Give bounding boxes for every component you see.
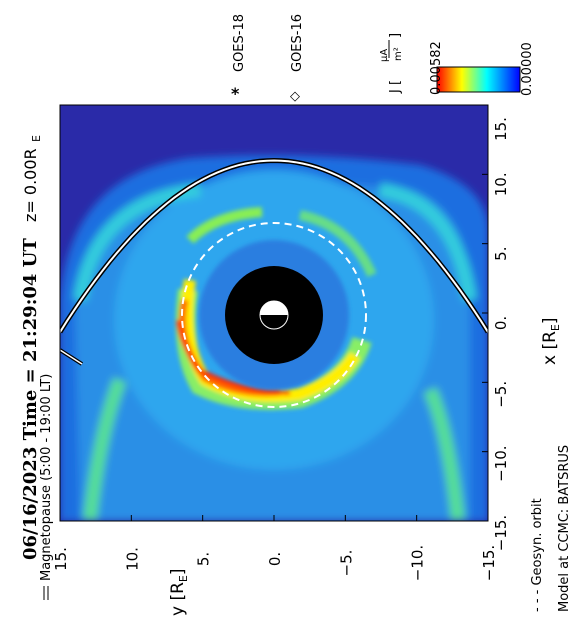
goes18-label: GOES-18 xyxy=(232,14,247,72)
title-left: 06/16/2023 Time = 21:29:04 UT xyxy=(20,238,41,560)
y-tick-label: 0. xyxy=(266,552,284,566)
x-tick-label: 5. xyxy=(492,247,510,261)
y-tick-label: −15. xyxy=(480,545,498,581)
colorbar-title: J [ xyxy=(388,80,403,94)
source-legend: Model at CCMC: BATSRUS xyxy=(557,445,572,612)
x-ticks-right xyxy=(482,104,488,522)
x-tick-label: 10. xyxy=(492,172,510,196)
y-tick-label: 10. xyxy=(123,547,141,571)
y-tick-label: −10. xyxy=(409,545,427,581)
y-tick-label: 5. xyxy=(195,552,213,566)
y-tick-label: −5. xyxy=(337,550,355,577)
y-axis-label: y [RE] xyxy=(168,568,190,616)
x-tick-label: −10. xyxy=(492,445,510,481)
goes16-marker-icon: ◇ xyxy=(290,89,300,104)
title-right: z= 0.00R xyxy=(21,148,40,222)
y-tick-labels: 15. 10. 5. 0. −5. −10. −15. xyxy=(52,545,498,581)
geosync-orbit xyxy=(181,222,367,408)
colorbar xyxy=(436,66,521,93)
x-tick-labels: 15. 10. 5. 0. −5. −10. −15. xyxy=(492,117,510,551)
x-tick-label: 0. xyxy=(492,316,510,330)
y-tick-label: 15. xyxy=(52,547,70,571)
colorbar-min-label: 0.00000 xyxy=(520,42,535,96)
colorbar-title-end: ] xyxy=(388,33,403,38)
x-axis-label: x [RE] xyxy=(540,317,562,365)
goes18-marker-icon: * xyxy=(231,84,240,103)
colorbar-unit-den: m² xyxy=(393,47,404,61)
colorbar-unit-num: μA xyxy=(379,49,390,62)
earth-day xyxy=(260,301,288,315)
geosync-legend: - - - Geosyn. orbit xyxy=(530,498,545,612)
x-tick-label: 15. xyxy=(492,117,510,141)
y-ticks-top xyxy=(59,515,489,521)
title-right-sub: E xyxy=(30,135,43,142)
x-tick-label: −15. xyxy=(492,515,510,551)
magnetopause-line-white xyxy=(60,159,488,333)
chart-title: 06/16/2023 Time = 21:29:04 UT z= 0.00R E xyxy=(20,135,43,560)
x-tick-label: −5. xyxy=(492,381,510,408)
colorbar-max-label: 0.00582 xyxy=(429,41,444,95)
goes16-label: GOES-16 xyxy=(290,14,305,72)
heatmap-plot xyxy=(60,105,488,521)
magnetopause-legend: Magnetopause (5:00 - 19:00 LT) xyxy=(39,374,54,581)
